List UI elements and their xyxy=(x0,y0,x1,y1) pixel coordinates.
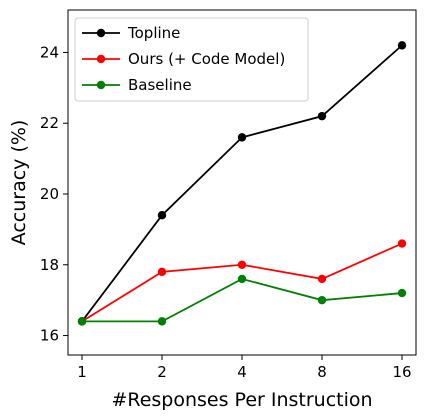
x-tick-label: 16 xyxy=(392,363,411,381)
data-point xyxy=(77,317,87,326)
x-axis-label: #Responses Per Instruction xyxy=(111,389,372,411)
data-point xyxy=(157,211,167,220)
data-point xyxy=(317,274,327,284)
y-tick-label: 24 xyxy=(40,43,59,61)
legend-box xyxy=(74,17,309,102)
legend-label: Ours (+ Code Model) xyxy=(128,50,285,68)
data-point xyxy=(397,239,407,248)
x-tick-label: 4 xyxy=(237,363,247,381)
legend-marker xyxy=(96,80,106,90)
legend-marker xyxy=(96,54,106,64)
data-point xyxy=(237,274,247,284)
x-axis: 1 2 4 8 16 xyxy=(77,355,412,381)
x-tick-label: 2 xyxy=(157,363,167,381)
data-point xyxy=(157,317,167,326)
legend-label: Baseline xyxy=(128,76,192,94)
y-axis: 16 18 20 22 24 xyxy=(40,43,68,345)
series-line xyxy=(82,277,403,323)
legend-marker xyxy=(96,28,106,38)
y-tick-label: 22 xyxy=(40,114,59,132)
data-point xyxy=(397,41,407,50)
data-point xyxy=(237,260,247,269)
y-tick-label: 16 xyxy=(40,327,59,345)
data-point xyxy=(317,111,327,121)
legend-label: Topline xyxy=(127,24,180,42)
data-point xyxy=(397,288,407,298)
data-point xyxy=(237,133,247,142)
x-tick-label: 8 xyxy=(317,363,327,381)
y-axis-label: Accuracy (%) xyxy=(8,120,30,246)
y-tick-label: 20 xyxy=(40,185,59,203)
x-tick-label: 1 xyxy=(77,363,87,381)
legend: Topline Ours (+ Code Model) Baseline xyxy=(74,17,309,102)
plot-marks xyxy=(77,41,407,326)
data-point xyxy=(317,295,327,305)
y-tick-label: 18 xyxy=(40,256,59,274)
data-point xyxy=(157,267,167,277)
